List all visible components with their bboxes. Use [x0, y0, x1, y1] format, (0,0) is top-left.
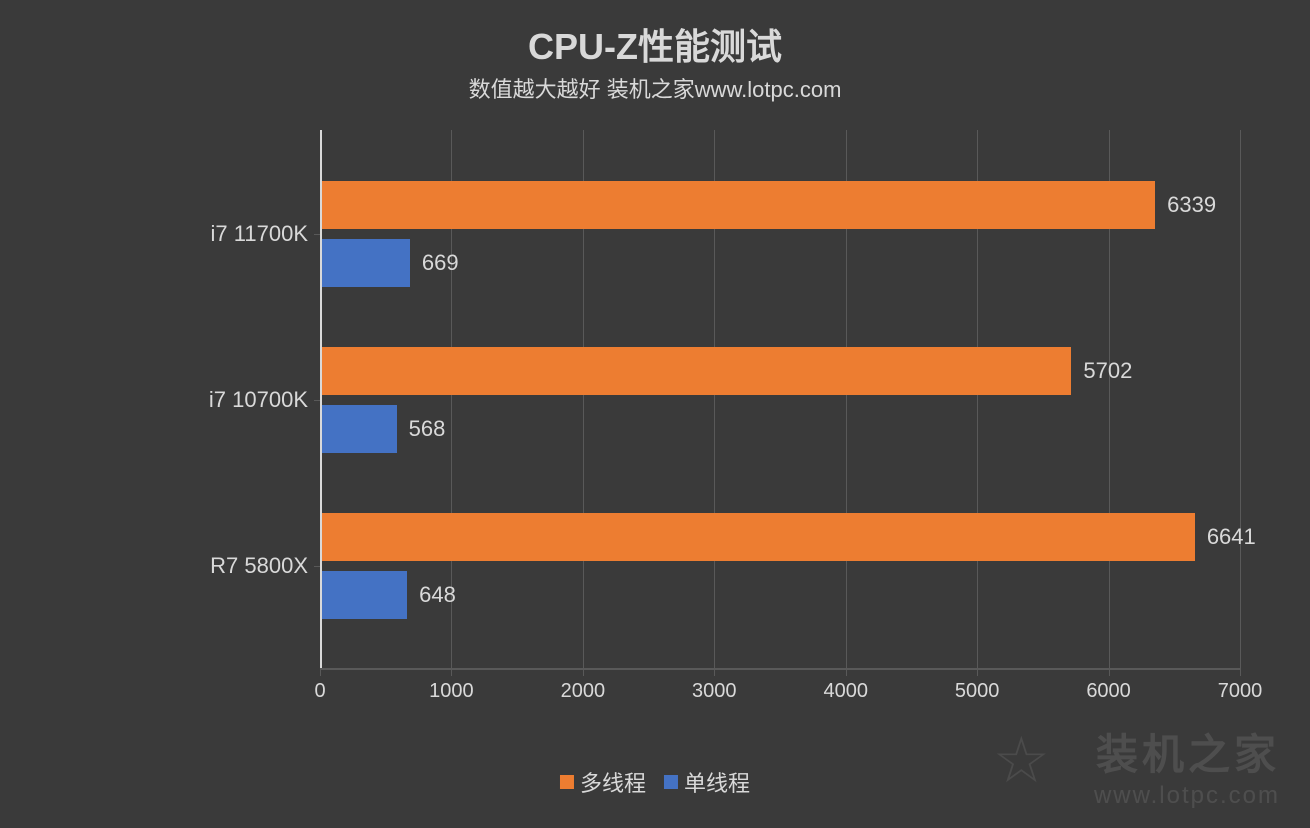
x-tick-mark: [714, 670, 715, 676]
y-category-label: R7 5800X: [210, 553, 308, 579]
bar-singlethread: 648: [322, 571, 407, 619]
plot-area: 01000200030004000500060007000i7 11700K63…: [320, 130, 1240, 670]
y-tick-mark: [314, 234, 320, 235]
x-tick-mark: [1240, 670, 1241, 676]
x-tick-mark: [583, 670, 584, 676]
x-tick-label: 1000: [429, 680, 474, 703]
legend-swatch-multithread: [560, 775, 574, 789]
legend: 多线程 单线程: [560, 766, 750, 798]
bar-value-label: 648: [419, 582, 456, 608]
category-group: i7 11700K6339669: [320, 181, 1240, 287]
x-tick-label: 7000: [1218, 680, 1263, 703]
x-tick-label: 2000: [561, 680, 606, 703]
x-tick-label: 6000: [1086, 680, 1131, 703]
x-tick-label: 0: [314, 680, 325, 703]
x-tick-mark: [451, 670, 452, 676]
bar-multithread: 5702: [322, 347, 1071, 395]
legend-item-multithread: 多线程: [560, 766, 646, 798]
bar-value-label: 669: [422, 250, 459, 276]
bar-multithread: 6339: [322, 181, 1155, 229]
y-category-label: i7 10700K: [209, 387, 308, 413]
category-group: R7 5800X6641648: [320, 513, 1240, 619]
x-tick-mark: [846, 670, 847, 676]
y-tick-mark: [314, 566, 320, 567]
category-group: i7 10700K5702568: [320, 347, 1240, 453]
x-tick-label: 5000: [955, 680, 1000, 703]
cpu-z-benchmark-chart: CPU-Z性能测试 数值越大越好 装机之家www.lotpc.com 01000…: [0, 0, 1310, 828]
bar-multithread: 6641: [322, 513, 1195, 561]
chart-title: CPU-Z性能测试: [0, 0, 1310, 70]
y-category-label: i7 11700K: [211, 221, 308, 247]
bar-singlethread: 669: [322, 239, 410, 287]
bar-value-label: 6339: [1167, 192, 1216, 218]
legend-label-multithread: 多线程: [580, 766, 646, 798]
legend-label-singlethread: 单线程: [684, 766, 750, 798]
x-tick-mark: [1109, 670, 1110, 676]
bar-value-label: 5702: [1083, 358, 1132, 384]
legend-swatch-singlethread: [664, 775, 678, 789]
x-tick-label: 3000: [692, 680, 737, 703]
bar-singlethread: 568: [322, 405, 397, 453]
x-tick-mark: [977, 670, 978, 676]
bar-value-label: 6641: [1207, 524, 1256, 550]
watermark: 装机之家 www.lotpc.com: [1094, 721, 1280, 810]
watermark-text-url: www.lotpc.com: [1094, 782, 1280, 810]
bar-value-label: 568: [409, 416, 446, 442]
chart-subtitle: 数值越大越好 装机之家www.lotpc.com: [0, 72, 1310, 104]
x-tick-label: 4000: [823, 680, 868, 703]
watermark-text-cn: 装机之家: [1094, 721, 1280, 782]
legend-item-singlethread: 单线程: [664, 766, 750, 798]
x-axis-line: [320, 668, 1240, 670]
x-tick-mark: [320, 670, 321, 676]
gridline: [1240, 130, 1241, 670]
y-tick-mark: [314, 400, 320, 401]
watermark-star-icon: ☆: [993, 723, 1050, 798]
